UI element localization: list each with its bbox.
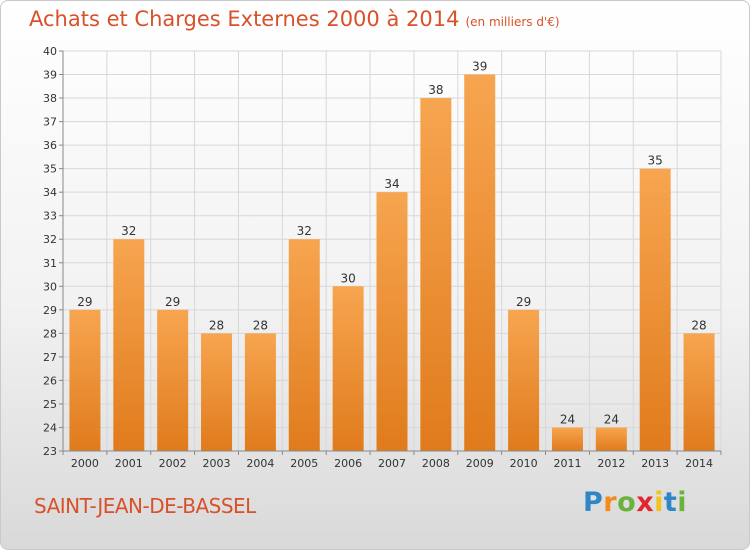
bar <box>551 427 583 451</box>
x-tick-label: 2010 <box>510 457 538 470</box>
y-tick-label: 33 <box>43 210 57 223</box>
bar <box>244 333 276 451</box>
bar <box>639 168 671 451</box>
bar <box>376 192 408 452</box>
bar <box>508 309 540 451</box>
y-tick-label: 34 <box>43 186 57 199</box>
logo-letter: t <box>663 487 678 518</box>
bar <box>464 74 496 451</box>
y-axis-ticks: 23 24 25 26 27 28 29 30 31 32 33 34 35 36 37 38 39 40 <box>43 45 63 458</box>
x-tick-label: 2008 <box>422 457 450 470</box>
x-tick-label: 2005 <box>290 457 318 470</box>
x-tick-label: 2009 <box>466 457 494 470</box>
y-tick-label: 25 <box>43 398 57 411</box>
y-tick-label: 26 <box>43 374 57 387</box>
logo-letter: i <box>677 487 688 518</box>
x-tick-label: 2007 <box>378 457 406 470</box>
bar <box>113 239 145 451</box>
x-tick-label: 2001 <box>115 457 143 470</box>
bars: 29 32 29 28 28 32 30 34 38 39 29 24 24 35 28 <box>69 60 715 452</box>
y-tick-label: 31 <box>43 257 57 270</box>
bar <box>683 333 715 451</box>
y-tick-label: 39 <box>43 69 57 82</box>
logo-letter: r <box>603 487 618 518</box>
title-unit: (en milliers d'€) <box>465 15 560 29</box>
bar <box>69 309 101 451</box>
y-tick-label: 28 <box>43 327 57 340</box>
y-tick-label: 32 <box>43 233 57 246</box>
logo-letter: x <box>636 487 655 518</box>
x-tick-label: 2004 <box>246 457 274 470</box>
data-label: 32 <box>121 224 136 238</box>
axes <box>62 51 721 452</box>
data-label: 39 <box>472 60 487 74</box>
data-label: 28 <box>691 318 706 332</box>
data-label: 28 <box>209 318 224 332</box>
data-label: 28 <box>253 318 268 332</box>
x-tick-label: 2011 <box>553 457 581 470</box>
logo-letter: i <box>654 487 664 518</box>
bar <box>157 309 189 451</box>
data-label: 24 <box>560 412 575 426</box>
y-tick-label: 29 <box>43 304 57 317</box>
bar <box>332 286 364 451</box>
x-tick-label: 2003 <box>203 457 231 470</box>
data-label: 35 <box>648 154 663 168</box>
y-tick-label: 38 <box>43 92 57 105</box>
proxiti-logo[interactable]: Proxiti <box>583 487 687 518</box>
logo-letter: P <box>583 487 604 518</box>
data-label: 30 <box>340 271 355 285</box>
data-label: 29 <box>77 295 92 309</box>
x-tick-label: 2006 <box>334 457 362 470</box>
data-label: 32 <box>297 224 312 238</box>
data-label: 24 <box>604 412 619 426</box>
data-label: 29 <box>516 295 531 309</box>
bar <box>288 239 320 451</box>
bar <box>201 333 233 451</box>
y-tick-label: 40 <box>43 45 57 58</box>
x-tick-label: 2000 <box>71 457 99 470</box>
data-label: 29 <box>165 295 180 309</box>
y-tick-label: 36 <box>43 139 57 152</box>
x-tick-label: 2002 <box>159 457 187 470</box>
commune-name: SAINT-JEAN-DE-BASSEL <box>34 494 256 518</box>
data-label: 38 <box>428 83 443 97</box>
title-main: Achats et Charges Externes 2000 à 2014 <box>29 7 460 31</box>
x-tick-label: 2012 <box>597 457 625 470</box>
x-tick-label: 2014 <box>685 457 713 470</box>
logo-letter: o <box>617 487 637 518</box>
y-tick-label: 30 <box>43 280 57 293</box>
y-tick-label: 24 <box>43 421 57 434</box>
bar <box>595 427 627 451</box>
chart-title: Achats et Charges Externes 2000 à 2014 (e… <box>29 7 560 31</box>
y-tick-label: 27 <box>43 351 57 364</box>
y-tick-label: 23 <box>43 445 57 458</box>
y-tick-label: 35 <box>43 163 57 176</box>
data-label: 34 <box>384 177 399 191</box>
x-tick-label: 2013 <box>641 457 669 470</box>
bar <box>420 98 452 451</box>
y-tick-label: 37 <box>43 116 57 129</box>
x-axis-ticks: 2000 2001 2002 2003 2004 2005 2006 2007 2008 2009… <box>62 451 722 470</box>
